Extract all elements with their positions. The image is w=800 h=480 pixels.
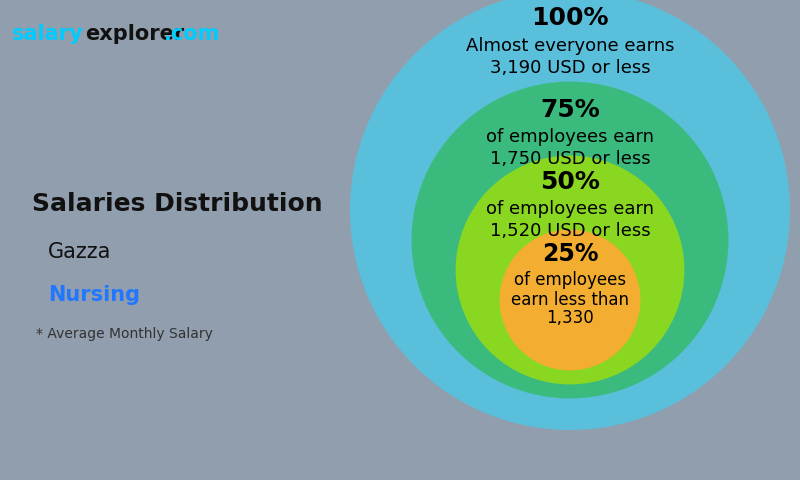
Circle shape [350,0,790,430]
Text: 1,750 USD or less: 1,750 USD or less [490,150,650,168]
Text: 50%: 50% [540,169,600,193]
Text: salary: salary [12,24,84,44]
Text: of employees earn: of employees earn [486,128,654,145]
Text: 1,520 USD or less: 1,520 USD or less [490,222,650,240]
Text: Almost everyone earns: Almost everyone earns [466,37,674,55]
Text: .com: .com [164,24,220,44]
Text: Salaries Distribution: Salaries Distribution [32,192,322,216]
Text: Gazza: Gazza [48,242,111,262]
Circle shape [412,82,729,398]
Text: 100%: 100% [531,6,609,30]
Text: of employees: of employees [514,271,626,288]
Text: explorer: explorer [86,24,185,44]
Text: 75%: 75% [540,97,600,121]
Circle shape [499,229,640,371]
Text: 1,330: 1,330 [546,309,594,326]
Text: 3,190 USD or less: 3,190 USD or less [490,59,650,77]
Text: * Average Monthly Salary: * Average Monthly Salary [36,326,213,341]
Text: 25%: 25% [542,241,598,265]
Text: of employees earn: of employees earn [486,200,654,217]
Text: earn less than: earn less than [511,290,629,309]
Circle shape [456,156,685,384]
Text: Nursing: Nursing [48,285,140,305]
